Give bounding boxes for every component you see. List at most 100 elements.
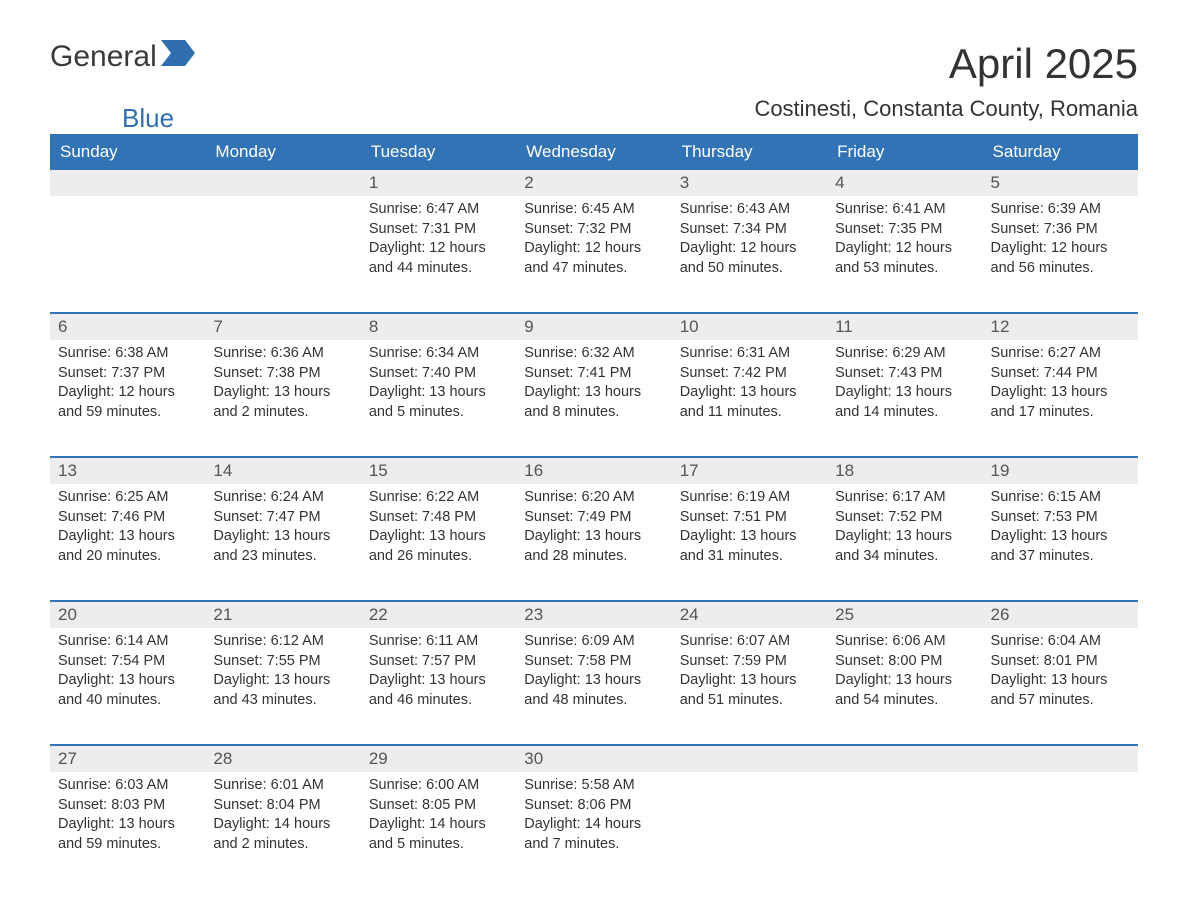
day-number (983, 746, 1138, 772)
sunset-line: Sunset: 7:55 PM (213, 652, 352, 672)
day-number: 7 (205, 314, 360, 340)
day-cell-9: 9Sunrise: 6:32 AMSunset: 7:41 PMDaylight… (516, 314, 671, 442)
day-number: 6 (50, 314, 205, 340)
day-body: Sunrise: 6:24 AMSunset: 7:47 PMDaylight:… (205, 484, 360, 572)
day-cell-27: 27Sunrise: 6:03 AMSunset: 8:03 PMDayligh… (50, 746, 205, 874)
day-body: Sunrise: 6:19 AMSunset: 7:51 PMDaylight:… (672, 484, 827, 572)
daylight-line: Daylight: 13 hours and 2 minutes. (213, 383, 352, 422)
sunrise-line: Sunrise: 6:09 AM (524, 632, 663, 652)
daylight-line: Daylight: 12 hours and 44 minutes. (369, 239, 508, 278)
day-number: 16 (516, 458, 671, 484)
sunset-line: Sunset: 7:38 PM (213, 364, 352, 384)
calendar-week: 6Sunrise: 6:38 AMSunset: 7:37 PMDaylight… (50, 312, 1138, 442)
sunset-line: Sunset: 7:46 PM (58, 508, 197, 528)
daylight-line: Daylight: 13 hours and 54 minutes. (835, 671, 974, 710)
sunrise-line: Sunrise: 6:34 AM (369, 344, 508, 364)
day-cell-empty (50, 170, 205, 298)
day-cell-empty (983, 746, 1138, 874)
sunrise-line: Sunrise: 6:19 AM (680, 488, 819, 508)
sunrise-line: Sunrise: 6:27 AM (991, 344, 1130, 364)
sunset-line: Sunset: 8:00 PM (835, 652, 974, 672)
day-cell-empty (205, 170, 360, 298)
sunrise-line: Sunrise: 6:38 AM (58, 344, 197, 364)
daylight-line: Daylight: 14 hours and 5 minutes. (369, 815, 508, 854)
sunrise-line: Sunrise: 6:00 AM (369, 776, 508, 796)
day-cell-30: 30Sunrise: 5:58 AMSunset: 8:06 PMDayligh… (516, 746, 671, 874)
calendar-week: 27Sunrise: 6:03 AMSunset: 8:03 PMDayligh… (50, 744, 1138, 874)
sunset-line: Sunset: 7:37 PM (58, 364, 197, 384)
day-cell-23: 23Sunrise: 6:09 AMSunset: 7:58 PMDayligh… (516, 602, 671, 730)
day-body (205, 196, 360, 206)
day-body: Sunrise: 6:38 AMSunset: 7:37 PMDaylight:… (50, 340, 205, 428)
sunrise-line: Sunrise: 6:17 AM (835, 488, 974, 508)
day-number: 22 (361, 602, 516, 628)
daylight-line: Daylight: 13 hours and 28 minutes. (524, 527, 663, 566)
sunrise-line: Sunrise: 6:29 AM (835, 344, 974, 364)
sunset-line: Sunset: 8:03 PM (58, 796, 197, 816)
day-cell-21: 21Sunrise: 6:12 AMSunset: 7:55 PMDayligh… (205, 602, 360, 730)
day-number: 3 (672, 170, 827, 196)
daylight-line: Daylight: 13 hours and 46 minutes. (369, 671, 508, 710)
day-cell-25: 25Sunrise: 6:06 AMSunset: 8:00 PMDayligh… (827, 602, 982, 730)
daylight-line: Daylight: 13 hours and 43 minutes. (213, 671, 352, 710)
sunrise-line: Sunrise: 6:12 AM (213, 632, 352, 652)
sunrise-line: Sunrise: 6:15 AM (991, 488, 1130, 508)
day-number: 25 (827, 602, 982, 628)
day-cell-26: 26Sunrise: 6:04 AMSunset: 8:01 PMDayligh… (983, 602, 1138, 730)
calendar-week: 1Sunrise: 6:47 AMSunset: 7:31 PMDaylight… (50, 170, 1138, 298)
day-cell-7: 7Sunrise: 6:36 AMSunset: 7:38 PMDaylight… (205, 314, 360, 442)
day-cell-13: 13Sunrise: 6:25 AMSunset: 7:46 PMDayligh… (50, 458, 205, 586)
sunset-line: Sunset: 7:36 PM (991, 220, 1130, 240)
day-number: 29 (361, 746, 516, 772)
sunset-line: Sunset: 7:58 PM (524, 652, 663, 672)
sunset-line: Sunset: 7:42 PM (680, 364, 819, 384)
sunrise-line: Sunrise: 6:03 AM (58, 776, 197, 796)
sunset-line: Sunset: 7:48 PM (369, 508, 508, 528)
logo: General (50, 40, 197, 74)
day-body: Sunrise: 6:39 AMSunset: 7:36 PMDaylight:… (983, 196, 1138, 284)
sunset-line: Sunset: 7:31 PM (369, 220, 508, 240)
day-body: Sunrise: 6:27 AMSunset: 7:44 PMDaylight:… (983, 340, 1138, 428)
day-body (50, 196, 205, 206)
day-cell-24: 24Sunrise: 6:07 AMSunset: 7:59 PMDayligh… (672, 602, 827, 730)
day-number: 26 (983, 602, 1138, 628)
sunset-line: Sunset: 7:52 PM (835, 508, 974, 528)
day-body: Sunrise: 6:04 AMSunset: 8:01 PMDaylight:… (983, 628, 1138, 716)
sunset-line: Sunset: 8:06 PM (524, 796, 663, 816)
day-cell-15: 15Sunrise: 6:22 AMSunset: 7:48 PMDayligh… (361, 458, 516, 586)
daylight-line: Daylight: 12 hours and 59 minutes. (58, 383, 197, 422)
day-body: Sunrise: 6:01 AMSunset: 8:04 PMDaylight:… (205, 772, 360, 860)
day-body (983, 772, 1138, 782)
day-body: Sunrise: 6:45 AMSunset: 7:32 PMDaylight:… (516, 196, 671, 284)
day-number: 12 (983, 314, 1138, 340)
day-cell-2: 2Sunrise: 6:45 AMSunset: 7:32 PMDaylight… (516, 170, 671, 298)
day-body: Sunrise: 6:00 AMSunset: 8:05 PMDaylight:… (361, 772, 516, 860)
sunrise-line: Sunrise: 6:11 AM (369, 632, 508, 652)
sunset-line: Sunset: 8:04 PM (213, 796, 352, 816)
daylight-line: Daylight: 13 hours and 5 minutes. (369, 383, 508, 422)
day-cell-empty (672, 746, 827, 874)
sunset-line: Sunset: 7:40 PM (369, 364, 508, 384)
day-body: Sunrise: 6:14 AMSunset: 7:54 PMDaylight:… (50, 628, 205, 716)
day-cell-6: 6Sunrise: 6:38 AMSunset: 7:37 PMDaylight… (50, 314, 205, 442)
daylight-line: Daylight: 13 hours and 20 minutes. (58, 527, 197, 566)
logo-word2: Blue (122, 103, 174, 134)
location-subtitle: Costinesti, Constanta County, Romania (754, 96, 1138, 122)
day-cell-4: 4Sunrise: 6:41 AMSunset: 7:35 PMDaylight… (827, 170, 982, 298)
day-number (827, 746, 982, 772)
weekday-header-row: SundayMondayTuesdayWednesdayThursdayFrid… (50, 134, 1138, 170)
daylight-line: Daylight: 13 hours and 23 minutes. (213, 527, 352, 566)
daylight-line: Daylight: 12 hours and 56 minutes. (991, 239, 1130, 278)
day-body (672, 772, 827, 782)
sunrise-line: Sunrise: 6:39 AM (991, 200, 1130, 220)
day-cell-20: 20Sunrise: 6:14 AMSunset: 7:54 PMDayligh… (50, 602, 205, 730)
daylight-line: Daylight: 13 hours and 11 minutes. (680, 383, 819, 422)
day-number: 30 (516, 746, 671, 772)
day-body: Sunrise: 6:17 AMSunset: 7:52 PMDaylight:… (827, 484, 982, 572)
day-number: 1 (361, 170, 516, 196)
sunrise-line: Sunrise: 6:41 AM (835, 200, 974, 220)
sunset-line: Sunset: 8:05 PM (369, 796, 508, 816)
sunrise-line: Sunrise: 6:07 AM (680, 632, 819, 652)
day-body: Sunrise: 5:58 AMSunset: 8:06 PMDaylight:… (516, 772, 671, 860)
weekday-friday: Friday (827, 134, 982, 170)
